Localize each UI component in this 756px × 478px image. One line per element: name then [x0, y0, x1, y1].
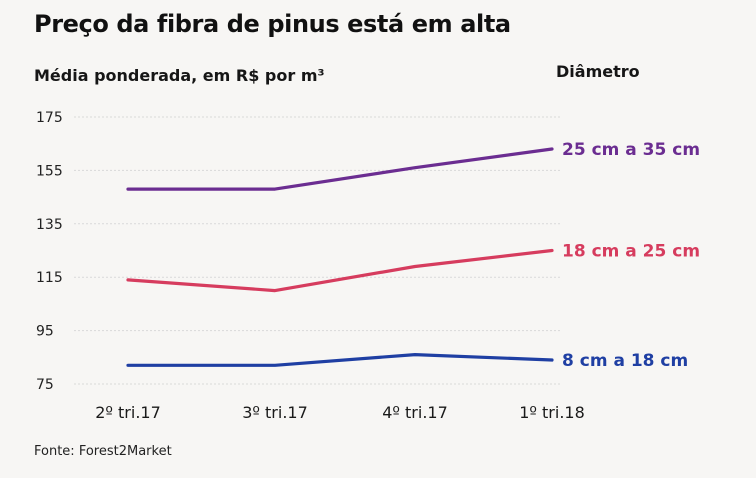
x-tick-label: 3º tri.17 [242, 403, 308, 422]
series-line [126, 248, 554, 293]
chart-source: Fonte: Forest2Market [34, 444, 172, 459]
series-label: 8 cm a 18 cm [562, 351, 688, 371]
y-tick-label: 155 [36, 163, 63, 179]
chart-title: Preço da fibra de pinus está em alta [34, 10, 511, 38]
series-line [126, 147, 554, 191]
legend-title: Diâmetro [556, 62, 640, 81]
series-line [126, 353, 554, 367]
series-label: 25 cm a 35 cm [562, 140, 700, 160]
x-tick-label: 2º tri.17 [95, 403, 161, 422]
x-tick-label: 1º tri.18 [519, 403, 585, 422]
y-tick-label: 135 [36, 217, 63, 233]
y-tick-label: 75 [36, 377, 54, 393]
x-tick-label: 4º tri.17 [382, 403, 448, 422]
chart-subtitle: Média ponderada, em R$ por m³ [34, 66, 325, 85]
y-tick-label: 95 [36, 324, 54, 340]
series-label: 18 cm a 25 cm [562, 242, 700, 262]
y-tick-label: 115 [36, 270, 63, 286]
y-tick-label: 175 [36, 110, 63, 126]
